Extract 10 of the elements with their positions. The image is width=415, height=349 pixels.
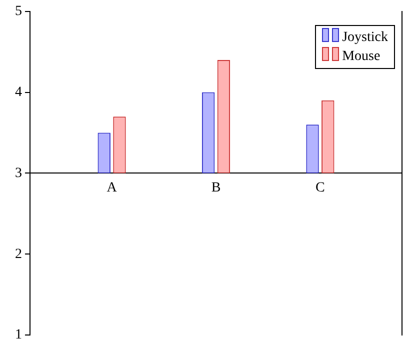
x-tick-label: A xyxy=(106,180,118,196)
legend-label: Joystick xyxy=(341,29,388,47)
x-tick-label: B xyxy=(211,180,221,196)
y-tick-label: 5 xyxy=(15,4,22,20)
y-tick-label: 2 xyxy=(15,246,22,262)
x-tick-label: C xyxy=(316,180,325,196)
y-tick-label: 4 xyxy=(15,84,22,100)
y-tick-label: 3 xyxy=(15,166,22,181)
legend-label: Mouse xyxy=(341,48,382,66)
y-tick-label: 1 xyxy=(15,328,22,343)
